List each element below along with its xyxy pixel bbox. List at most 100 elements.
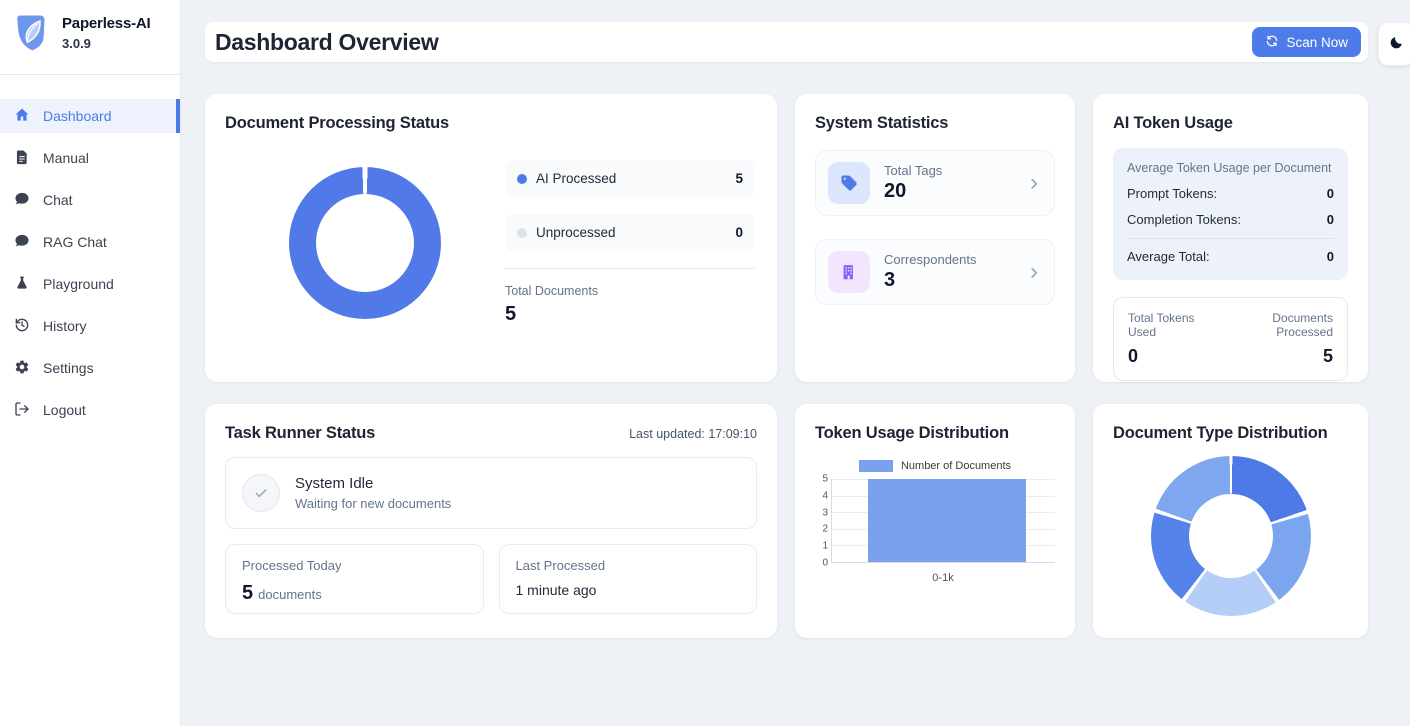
app-logo-block: Paperless-AI 3.0.9 [0, 0, 180, 74]
sidebar-item-dashboard[interactable]: Dashboard [0, 99, 180, 133]
status-title: System Idle [295, 475, 374, 492]
completion-tokens-value: 0 [1326, 212, 1334, 227]
history-icon [14, 317, 30, 336]
scan-now-label: Scan Now [1286, 34, 1348, 50]
y-tick: 5 [822, 473, 828, 485]
chat-bubble-icon [14, 191, 30, 210]
building-icon [828, 251, 870, 293]
sidebar: Paperless-AI 3.0.9 Dashboard Manual Chat… [0, 0, 181, 726]
header-bar: Dashboard Overview Scan Now [205, 22, 1368, 62]
sidebar-item-playground[interactable]: Playground [0, 267, 180, 301]
y-tick: 0 [822, 557, 828, 569]
processed-today-unit: documents [258, 587, 322, 602]
legend-swatch [858, 460, 893, 472]
processing-donut-chart [225, 167, 505, 319]
chevron-right-icon: › [1030, 169, 1038, 196]
sidebar-item-label: Chat [43, 192, 73, 208]
chat-bubble-icon [14, 233, 30, 252]
check-icon [242, 474, 280, 512]
card-title: Task Runner Status [225, 424, 376, 442]
card-document-type-distribution: Document Type Distribution [1093, 404, 1368, 638]
sidebar-item-label: Dashboard [43, 108, 112, 124]
card-title: System Statistics [815, 114, 949, 132]
average-total-value: 0 [1326, 249, 1334, 264]
last-updated-timestamp: Last updated: 17:09:10 [629, 426, 757, 441]
app-version: 3.0.9 [62, 36, 91, 51]
processing-legend: AI Processed 5 Unprocessed 0 Total Docum… [505, 160, 755, 326]
y-tick: 4 [822, 490, 828, 502]
sidebar-item-manual[interactable]: Manual [0, 141, 180, 175]
main-content: Dashboard Overview Scan Now Document Pro… [181, 0, 1410, 726]
last-processed-label: Last Processed [515, 558, 606, 573]
completion-tokens-label: Completion Tokens: [1127, 212, 1241, 227]
system-status-box: System Idle Waiting for new documents [225, 457, 757, 529]
prompt-tokens-value: 0 [1326, 186, 1334, 201]
bar-chart: 5 4 3 2 1 0 [815, 474, 1055, 569]
y-axis-labels: 5 4 3 2 1 0 [815, 474, 831, 569]
donut-ring [289, 167, 441, 319]
sidebar-item-rag-chat[interactable]: RAG Chat [0, 225, 180, 259]
sidebar-item-label: Manual [43, 150, 89, 166]
dashboard-grid: Document Processing Status AI Processed … [205, 94, 1410, 638]
app-logo-icon [12, 13, 52, 58]
documents-processed-value: 5 [1322, 346, 1333, 366]
average-usage-panel: Average Token Usage per Document Prompt … [1113, 148, 1348, 280]
y-tick: 3 [822, 507, 828, 519]
stat-value: 20 [884, 180, 907, 202]
sidebar-item-history[interactable]: History [0, 309, 180, 343]
document-icon [14, 149, 30, 168]
average-total-label: Average Total: [1127, 249, 1210, 264]
legend-value: 0 [735, 225, 743, 240]
page-title: Dashboard Overview [215, 28, 439, 55]
legend-value: 5 [735, 171, 743, 186]
total-tokens-used-label: Total Tokens Used [1128, 311, 1195, 339]
documents-processed-label: Documents Processed [1272, 311, 1333, 339]
card-title: Token Usage Distribution [815, 424, 1009, 442]
bar-chart-legend: Number of Documents [815, 460, 1055, 472]
flask-icon [14, 275, 30, 294]
sidebar-item-label: History [43, 318, 87, 334]
moon-icon [1388, 35, 1404, 54]
card-token-usage-distribution: Token Usage Distribution Number of Docum… [795, 404, 1075, 638]
tag-icon [828, 162, 870, 204]
prompt-tokens-label: Prompt Tokens: [1127, 186, 1218, 201]
card-document-processing-status: Document Processing Status AI Processed … [205, 94, 777, 382]
total-documents-value: 5 [505, 303, 517, 325]
ai-processed-dot [517, 173, 527, 184]
legend-label: Number of Documents [900, 460, 1012, 472]
sidebar-item-settings[interactable]: Settings [0, 351, 180, 385]
unprocessed-dot [517, 227, 527, 238]
legend-label: Unprocessed [536, 225, 616, 240]
total-tokens-used-value: 0 [1128, 346, 1139, 366]
legend-row-unprocessed: Unprocessed 0 [505, 214, 755, 251]
stat-value: 3 [884, 269, 896, 291]
sidebar-item-chat[interactable]: Chat [0, 183, 180, 217]
logout-icon [14, 401, 30, 420]
stat-label: Correspondents [884, 252, 977, 267]
stat-row-total-tags[interactable]: Total Tags 20 › [815, 150, 1055, 216]
card-ai-token-usage: AI Token Usage Average Token Usage per D… [1093, 94, 1368, 382]
card-title: Document Type Distribution [1113, 424, 1328, 442]
sidebar-item-label: RAG Chat [43, 234, 107, 250]
legend-label: AI Processed [536, 171, 617, 186]
home-icon [14, 107, 30, 126]
chevron-right-icon: › [1030, 258, 1038, 285]
average-usage-header: Average Token Usage per Document [1127, 161, 1332, 175]
sidebar-item-label: Playground [43, 276, 114, 292]
total-documents-label: Total Documents [505, 284, 599, 298]
stat-row-correspondents[interactable]: Correspondents 3 › [815, 239, 1055, 305]
sidebar-divider [0, 74, 180, 75]
card-title: Document Processing Status [225, 114, 450, 132]
legend-row-ai-processed: AI Processed 5 [505, 160, 755, 197]
sidebar-item-label: Logout [43, 402, 86, 418]
theme-toggle-button[interactable] [1378, 22, 1410, 66]
sidebar-item-label: Settings [43, 360, 94, 376]
token-totals-panel: Total Tokens Used 0 Documents Processed … [1113, 297, 1348, 381]
x-axis-label: 0-1k [932, 572, 954, 584]
stat-label: Total Tags [884, 163, 943, 178]
sidebar-item-logout[interactable]: Logout [0, 393, 180, 427]
scan-now-button[interactable]: Scan Now [1252, 27, 1361, 57]
gear-icon [14, 359, 30, 378]
document-type-donut-chart [1150, 456, 1311, 616]
card-task-runner-status: Task Runner Status Last updated: 17:09:1… [205, 404, 777, 638]
